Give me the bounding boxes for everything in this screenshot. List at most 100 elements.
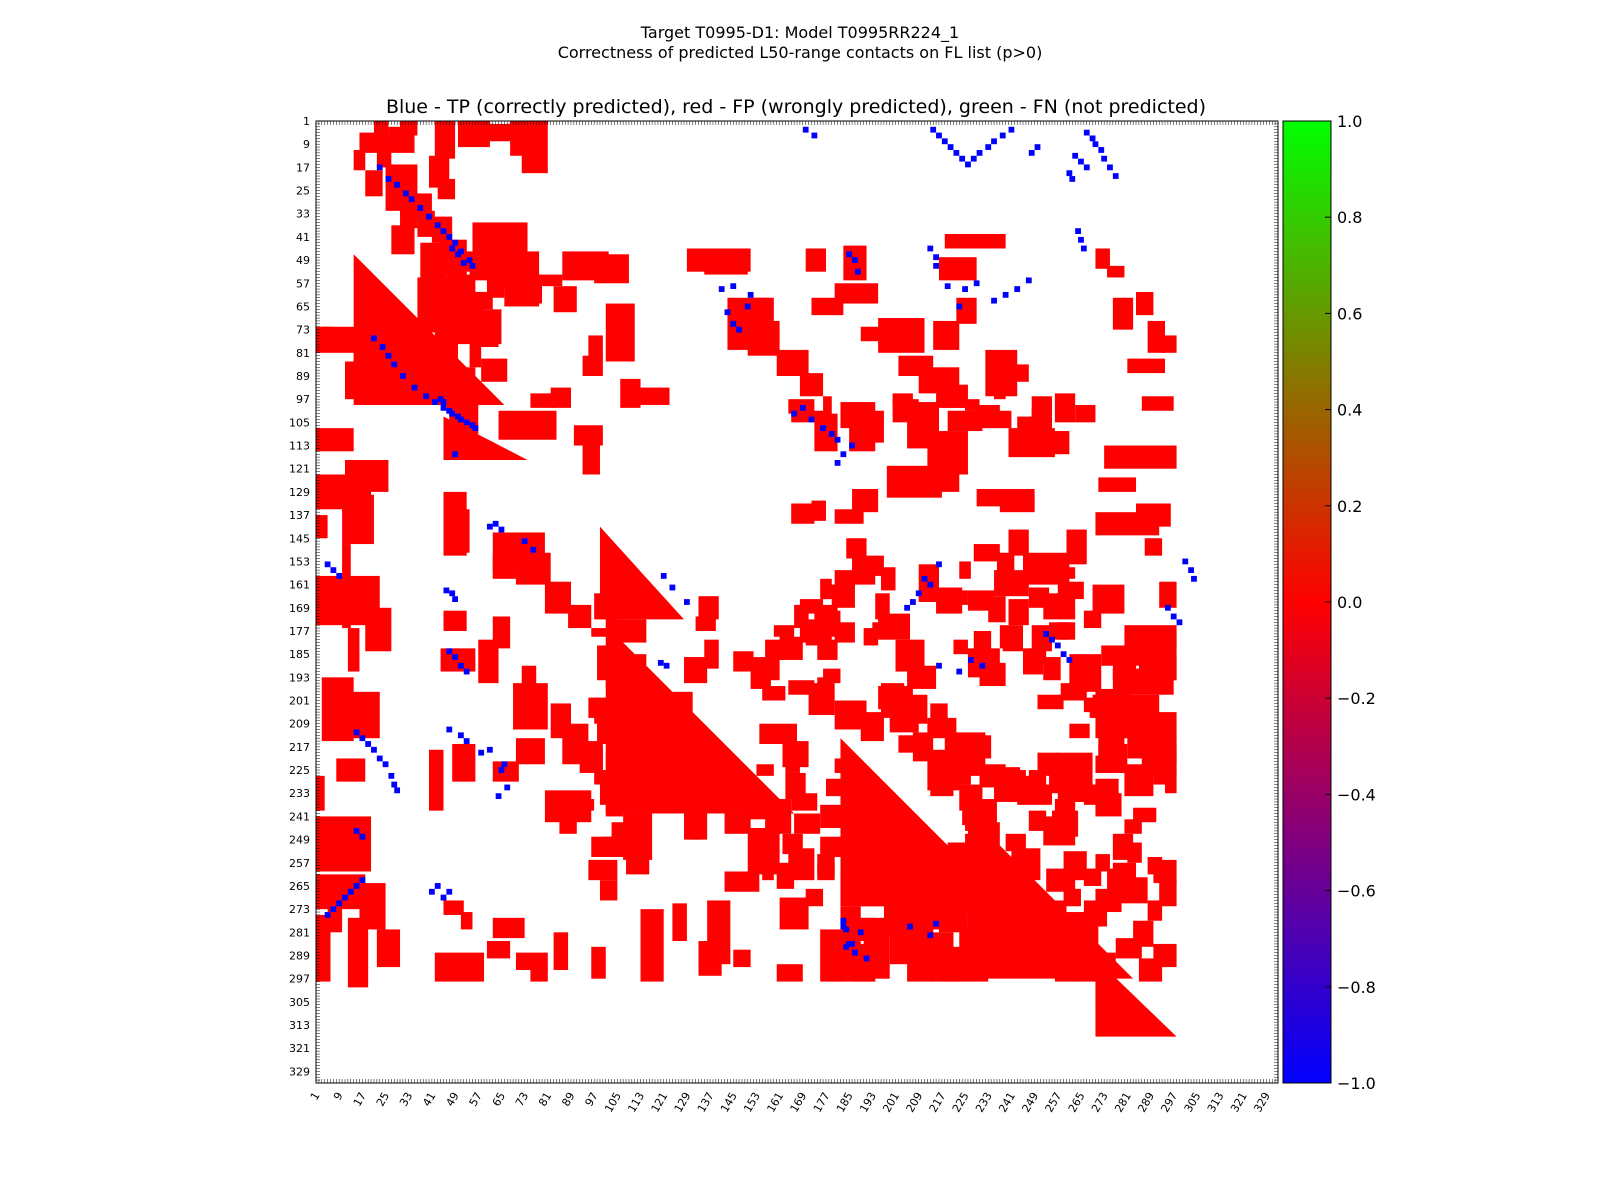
fp-cell [443,610,467,631]
y-tick-label: 209 [289,718,310,731]
fp-cell [834,570,855,588]
x-tick-label: 105 [602,1090,624,1115]
fp-cell [1017,784,1052,805]
tp-cell [504,784,511,791]
fp-cell [747,320,780,356]
fp-cell [1107,265,1125,278]
fp-cell [481,358,508,382]
fp-cell [1069,723,1090,739]
fp-cell [492,761,519,782]
y-tick-label: 169 [289,602,310,615]
fp-cell [831,584,855,608]
tp-cell [1075,228,1081,235]
tp-cell [1080,245,1087,252]
fp-cell [973,630,992,652]
tp-cell [956,668,963,675]
fp-cell [321,326,331,350]
colorbar-tick-label: 0.6 [1337,304,1362,323]
tp-cell [449,245,456,252]
tp-cell [907,923,913,930]
x-tick-label: 321 [1228,1090,1250,1115]
tp-cell [530,546,537,553]
fp-cell [1049,622,1070,640]
tp-cell [736,326,742,333]
fp-cell [779,897,809,930]
fp-cell [683,657,708,684]
fp-cell [591,628,618,637]
fp-cell [750,297,774,321]
tp-cell [446,234,453,240]
x-tick-label: 121 [649,1090,671,1115]
fp-cell [823,396,832,423]
tp-cell [1066,170,1073,177]
fp-cell [892,399,919,423]
fp-cell [834,622,855,643]
fp-cell [353,149,366,171]
fp-cell [1147,900,1163,921]
figure-suptitle-line2: Correctness of predicted L50-range conta… [558,43,1043,62]
fp-cell [1095,755,1110,773]
tp-cell [434,883,441,889]
colorbar-tick-label: −1.0 [1337,1074,1376,1093]
tp-cell [724,309,731,316]
tp-cell [927,581,934,588]
x-tick-label: 265 [1066,1090,1088,1115]
y-tick-label: 9 [303,138,310,151]
fp-cell [515,738,545,765]
fp-cell [579,746,603,773]
fp-cell [434,952,485,982]
fp-triangle [967,813,1134,979]
tp-cell [834,460,841,466]
x-tick-label: 81 [536,1090,554,1109]
tp-cell [353,729,360,736]
fp-cell [1095,778,1119,797]
fp-cell [588,859,618,881]
fp-cell [959,561,971,579]
tp-cell [353,828,360,834]
fp-cell [486,941,511,959]
x-tick-label: 41 [420,1090,438,1109]
fp-cell [626,842,650,875]
tp-cell [359,877,366,884]
tp-cell [457,662,464,669]
tp-cell [330,567,337,574]
x-tick-label: 217 [927,1090,949,1115]
tp-cell [382,761,389,768]
fp-cell [1008,599,1029,626]
fp-cell [550,387,571,408]
tp-cell [437,396,444,403]
tp-cell [976,149,983,156]
x-tick-label: 193 [857,1090,879,1115]
fp-cell [1112,662,1137,681]
y-tick-label: 105 [289,416,310,429]
tp-cell [1008,126,1015,133]
fp-cell [1063,851,1087,881]
x-tick-label: 153 [741,1090,763,1115]
y-tick-label: 241 [289,810,310,823]
tp-cell [394,787,401,794]
tp-cell [730,283,737,290]
tp-cell [1089,135,1096,142]
x-tick-label: 97 [583,1090,601,1109]
fp-cell [582,355,603,376]
tp-cell [385,176,392,182]
figure-suptitle-line1: Target T0995-D1: Model T0995RR224_1 [640,23,959,43]
tp-cell [933,920,939,927]
y-tick-label: 305 [289,996,310,1009]
tp-cell [1078,158,1084,165]
fp-cell [794,604,809,629]
fp-cell [733,949,751,968]
fp-cell [1095,854,1110,872]
tp-cell [347,888,354,895]
fp-cell [336,758,366,782]
y-tick-label: 81 [296,347,310,360]
tp-cell [857,929,864,936]
tp-cell [811,132,818,139]
fp-cell [347,628,360,672]
fp-cell [434,121,456,159]
fp-cell [881,567,896,591]
fp-cell [1121,712,1177,739]
fp-cell [1115,938,1142,959]
y-tick-label: 161 [289,579,310,592]
fp-cell [805,248,826,272]
